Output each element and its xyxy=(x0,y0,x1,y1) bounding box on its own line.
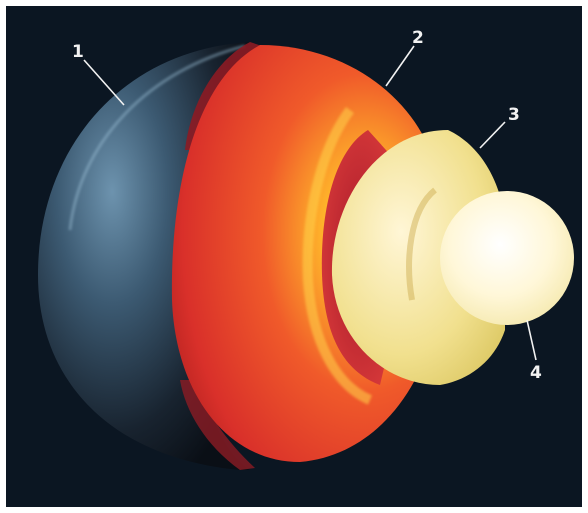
callout-leader-1 xyxy=(83,59,125,106)
callout-label-4: 4 xyxy=(530,363,542,383)
callout-leader-4 xyxy=(526,319,537,361)
callout-label-1: 1 xyxy=(72,42,84,62)
callout-label-3: 3 xyxy=(508,105,520,125)
callout-leader-2 xyxy=(385,45,415,87)
callout-leader-3 xyxy=(479,121,506,149)
callout-label-2: 2 xyxy=(412,28,424,48)
inner-core-layer xyxy=(440,191,574,325)
outer-core-layer xyxy=(331,130,505,385)
